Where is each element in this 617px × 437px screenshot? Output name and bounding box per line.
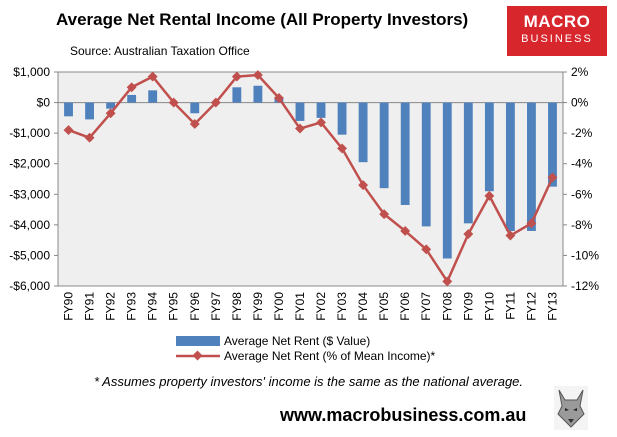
bar-fy13 [548,102,557,187]
series-line-pct-income [68,73,554,285]
x-tick-label: FY02 [314,292,328,321]
line-point-fy93 [126,82,137,93]
line-point-fy98 [231,71,242,82]
line-point-fy07 [421,244,432,255]
bar-fy02 [316,102,326,118]
line-point-fy96 [189,119,200,129]
bar-fy09 [463,102,473,224]
x-tick-label: FY93 [125,292,139,321]
x-tick-label: FY13 [545,292,559,321]
bar-fy98 [232,87,242,103]
x-tick-label: FY95 [167,292,181,321]
y-left-tick-label: -$4,000 [9,218,50,232]
line-point-fy99 [252,70,263,81]
bar-fy96 [190,102,200,114]
line-point-fy12 [526,218,537,229]
y-right-tick-label: -4% [571,157,593,171]
bar-fy94 [148,90,158,103]
line-point-fy97 [210,97,221,108]
legend-line-marker [192,350,203,361]
line-point-fy08 [442,276,453,287]
bar-fy12 [527,102,536,231]
x-tick-label: FY97 [209,292,223,321]
bar-fy05 [379,102,389,189]
bar-fy04 [358,102,368,163]
x-tick-label: FY91 [83,292,97,321]
x-tick-label: FY06 [398,292,412,321]
y-left-tick-label: $0 [37,96,51,110]
x-tick-label: FY12 [524,292,538,321]
x-tick-label: FY96 [188,292,202,321]
legend-bar-label: Average Net Rent ($ Value) [224,334,370,348]
x-tick-label: FY99 [251,292,265,321]
y-right-tick-label: -2% [571,126,593,140]
y-right-tick-label: 2% [571,65,589,79]
x-tick-label: FY08 [440,292,454,321]
bar-fy06 [400,102,410,205]
x-tick-label: FY00 [272,292,286,321]
bar-fy11 [505,102,515,231]
line-point-fy04 [358,180,369,191]
x-tick-label: FY03 [335,292,349,321]
y-right-tick-label: -10% [571,248,599,262]
y-right-tick-label: -12% [571,279,599,293]
bar-fy91 [85,102,94,120]
y-right-tick-label: 0% [571,96,589,110]
x-tick-label: FY11 [503,292,517,320]
bar-fy01 [295,102,305,121]
bar-fy07 [421,102,431,227]
x-tick-label: FY92 [104,292,118,321]
bar-fy03 [337,102,347,135]
line-point-fy95 [168,97,179,108]
line-point-fy13 [547,172,558,183]
chart-title: Average Net Rental Income (All Property … [56,10,469,29]
line-point-fy11 [505,230,516,241]
x-tick-label: FY10 [482,292,496,321]
line-point-fy06 [400,226,411,236]
line-point-fy10 [484,190,495,201]
x-tick-label: FY09 [461,292,475,321]
line-point-fy92 [105,108,116,119]
x-tick-label: FY94 [146,292,160,321]
line-point-fy05 [379,209,390,220]
x-tick-label: FY05 [377,292,391,321]
x-tick-label: FY01 [293,292,307,321]
y-left-tick-label: -$1,000 [9,126,50,140]
logo-line-1: MACRO [523,12,591,31]
y-left-tick-label: -$2,000 [9,157,50,171]
footnote: * Assumes property investors' income is … [93,374,524,389]
source-note: Source: Australian Taxation Office [70,44,250,58]
line-point-fy90 [63,125,74,136]
logo-line-2: BUSINESS [521,33,593,45]
plot-area [57,71,564,287]
legend-line-label: Average Net Rent (% of Mean Income)* [224,349,436,363]
y-left-tick-label: -$6,000 [9,279,50,293]
legend-bar-swatch [176,336,220,346]
line-point-fy03 [337,143,348,154]
bar-fy93 [127,94,137,103]
line-point-fy94 [147,71,158,82]
bar-fy99 [253,85,263,103]
x-tick-label: FY98 [230,292,244,321]
macro-business-logo[interactable]: MACRO BUSINESS [507,6,607,56]
x-tick-label: FY04 [356,292,370,321]
bar-fy10 [484,102,494,192]
y-right-tick-label: -6% [571,187,593,201]
line-point-fy91 [84,132,95,143]
line-point-fy09 [463,229,474,239]
x-tick-label: FY90 [62,292,76,321]
bar-fy08 [442,102,452,259]
bar-fy92 [106,102,116,109]
bar-fy90 [64,102,73,117]
x-tick-label: FY07 [419,292,433,321]
y-left-tick-label: -$3,000 [9,187,50,201]
website-url[interactable]: www.macrobusiness.com.au [280,405,527,425]
y-left-tick-label: -$5,000 [9,248,50,262]
y-right-tick-label: -8% [571,218,593,232]
wolf-mascot-icon [554,386,588,430]
y-left-tick-label: $1,000 [13,65,50,79]
